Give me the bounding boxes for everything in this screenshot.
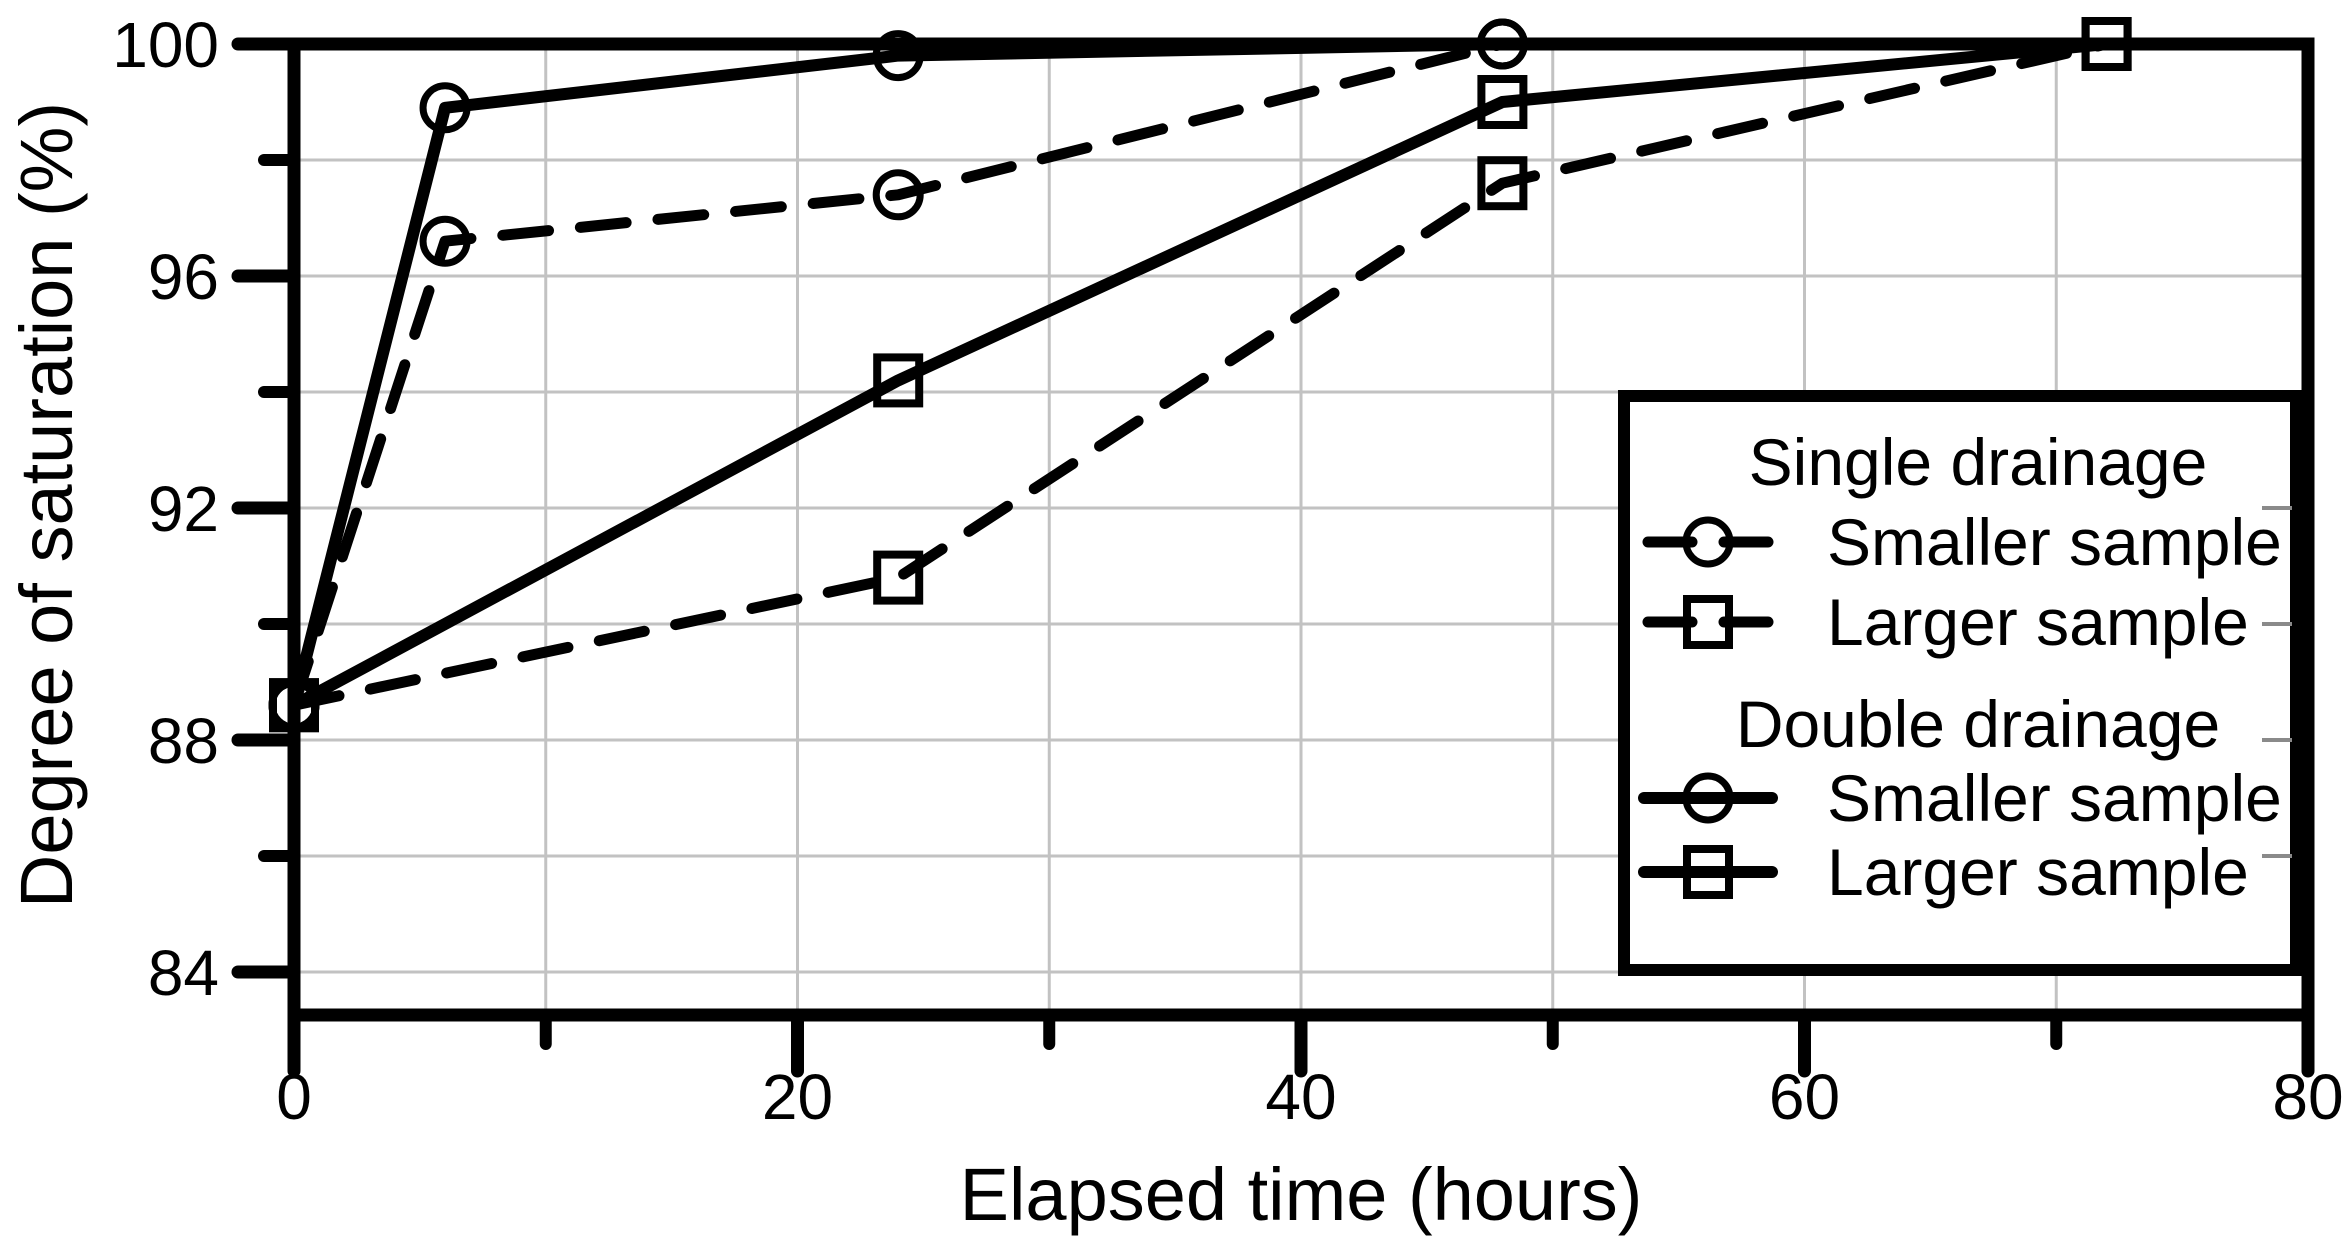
data-marker-circle (872, 30, 924, 82)
legend-marker-circle-icon (1682, 772, 1734, 824)
x-tick-label: 0 (276, 1061, 312, 1133)
legend-group-heading: Single drainage (1749, 425, 2208, 499)
data-marker-square (873, 550, 924, 605)
data-marker-square (1477, 75, 1528, 129)
legend-marker-square-icon (1683, 595, 1733, 649)
legend-entry-label: Smaller sample (1827, 505, 2282, 579)
x-axis-title: Elapsed time (hours) (960, 1153, 1643, 1236)
legend-entry-label: Larger sample (1827, 585, 2249, 659)
data-marker-square (873, 353, 924, 408)
series-line-single_larger (288, 38, 2113, 711)
y-tick-label: 96 (148, 241, 219, 313)
x-tick-label: 40 (1265, 1061, 1336, 1133)
legend-marker-square-icon (1683, 845, 1733, 899)
legend-entry-label: Larger sample (1827, 835, 2249, 909)
x-tick-label: 60 (1769, 1061, 1840, 1133)
legend-marker-circle-icon (1682, 516, 1734, 568)
data-marker-circle (419, 215, 471, 267)
y-tick-label: 84 (148, 937, 219, 1009)
data-marker-square (1477, 156, 1528, 211)
y-axis-title: Degree of saturation (%) (5, 102, 88, 908)
data-marker-circle (872, 169, 924, 221)
legend-entry-label: Smaller sample (1827, 761, 2282, 835)
tick-layer: 100 96 92 88 84 0 20 40 60 80 (112, 9, 2343, 1133)
x-tick-label: 20 (762, 1061, 833, 1133)
y-tick-label: 100 (112, 9, 219, 81)
x-tick-label: 80 (2272, 1061, 2343, 1133)
series-line-double_larger (288, 38, 2113, 712)
series-line-single_smaller (288, 38, 1508, 711)
legend-group-heading: Double drainage (1736, 687, 2220, 761)
data-marker-circle (419, 82, 471, 134)
y-tick-label: 92 (148, 473, 219, 545)
y-tick-label: 88 (148, 705, 219, 777)
